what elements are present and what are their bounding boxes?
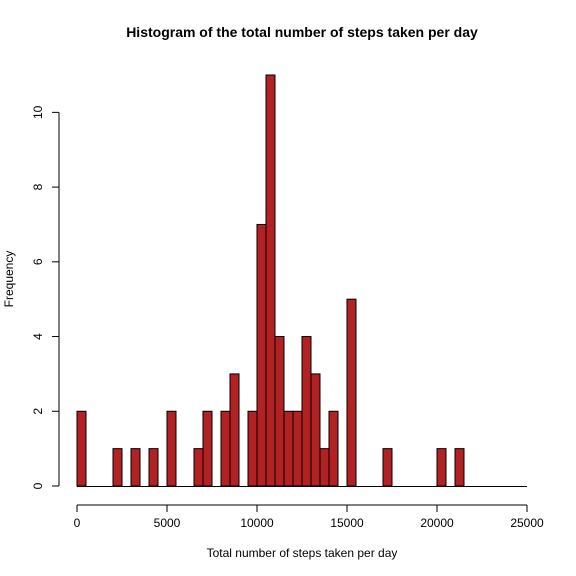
x-axis: 0 5000 10000 15000 20000 25000: [74, 504, 544, 530]
y-tick-label: 2: [31, 408, 45, 415]
x-tick-label: 10000: [240, 516, 274, 530]
histogram-bar: [148, 448, 159, 487]
x-tick-label: 0: [74, 516, 81, 530]
y-axis-label: Frequency: [2, 251, 16, 308]
y-tick-label: 0: [31, 482, 45, 489]
x-axis-label: Total number of steps taken per day: [207, 546, 398, 560]
bars-group: [76, 74, 527, 487]
histogram-bar: [112, 448, 123, 487]
histogram-bar: [274, 336, 285, 487]
y-tick-label: 4: [31, 333, 45, 340]
histogram-bar: [202, 410, 213, 487]
histogram-bar: [283, 410, 294, 487]
histogram-bar: [346, 298, 357, 487]
histogram-bar: [301, 336, 312, 487]
y-tick-label: 10: [31, 105, 45, 119]
histogram-bar: [382, 448, 393, 487]
x-tick-label: 5000: [154, 516, 181, 530]
y-tick-label: 6: [31, 258, 45, 265]
chart-title: Histogram of the total number of steps t…: [126, 24, 478, 40]
histogram-bar: [319, 448, 330, 487]
histogram-bar: [265, 74, 276, 487]
histogram-bar: [193, 448, 204, 487]
histogram-bar: [292, 410, 303, 487]
histogram-bar: [247, 410, 258, 487]
histogram-bar: [328, 410, 339, 487]
histogram-bar: [256, 223, 267, 487]
histogram-bar: [310, 373, 321, 487]
x-tick-label: 15000: [330, 516, 364, 530]
histogram-bar: [436, 448, 447, 487]
y-axis: 0 2 4 6 8 10: [31, 105, 60, 489]
histogram-bar: [130, 448, 141, 487]
x-tick-label: 25000: [510, 516, 544, 530]
histogram-bar: [76, 410, 87, 487]
histogram-bar: [229, 373, 240, 487]
histogram-bar: [220, 410, 231, 487]
x-tick-label: 20000: [420, 516, 454, 530]
histogram-bar: [166, 410, 177, 487]
histogram-bar: [454, 448, 465, 487]
y-tick-label: 8: [31, 183, 45, 190]
